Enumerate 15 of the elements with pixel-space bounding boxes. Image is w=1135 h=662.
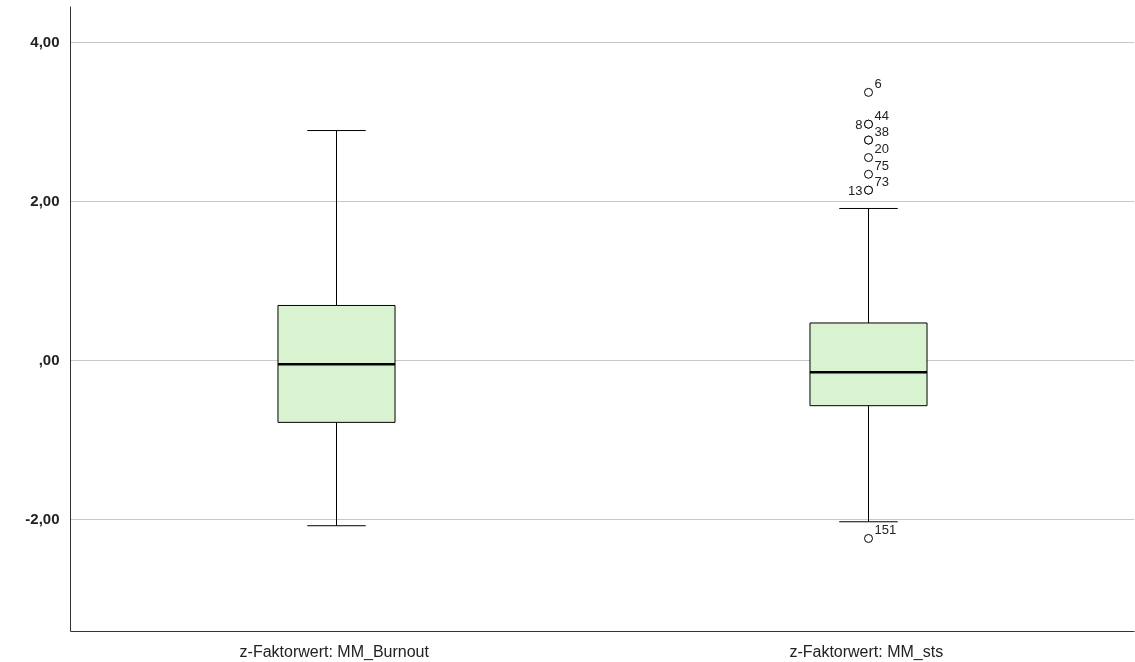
annotation: 6 xyxy=(874,75,882,91)
y-tick-label: -2,00 xyxy=(25,510,60,528)
annotation: 151 xyxy=(874,521,897,537)
y-tick-label: 2,00 xyxy=(30,192,60,210)
annotation: 38 xyxy=(874,123,889,139)
annotation: 8 xyxy=(855,116,863,132)
annotation: 13 xyxy=(848,182,863,198)
annotation: 44 xyxy=(874,107,889,123)
annotation: 20 xyxy=(874,141,889,157)
x-tick-label: z-Faktorwert: MM_Burnout xyxy=(239,642,430,661)
x-tick-label: z-Faktorwert: MM_sts xyxy=(789,642,944,661)
y-tick-label: 4,00 xyxy=(30,33,60,51)
y-tick-label: ,00 xyxy=(38,351,60,369)
annotation: 75 xyxy=(874,157,889,173)
annotation: 73 xyxy=(874,173,889,189)
